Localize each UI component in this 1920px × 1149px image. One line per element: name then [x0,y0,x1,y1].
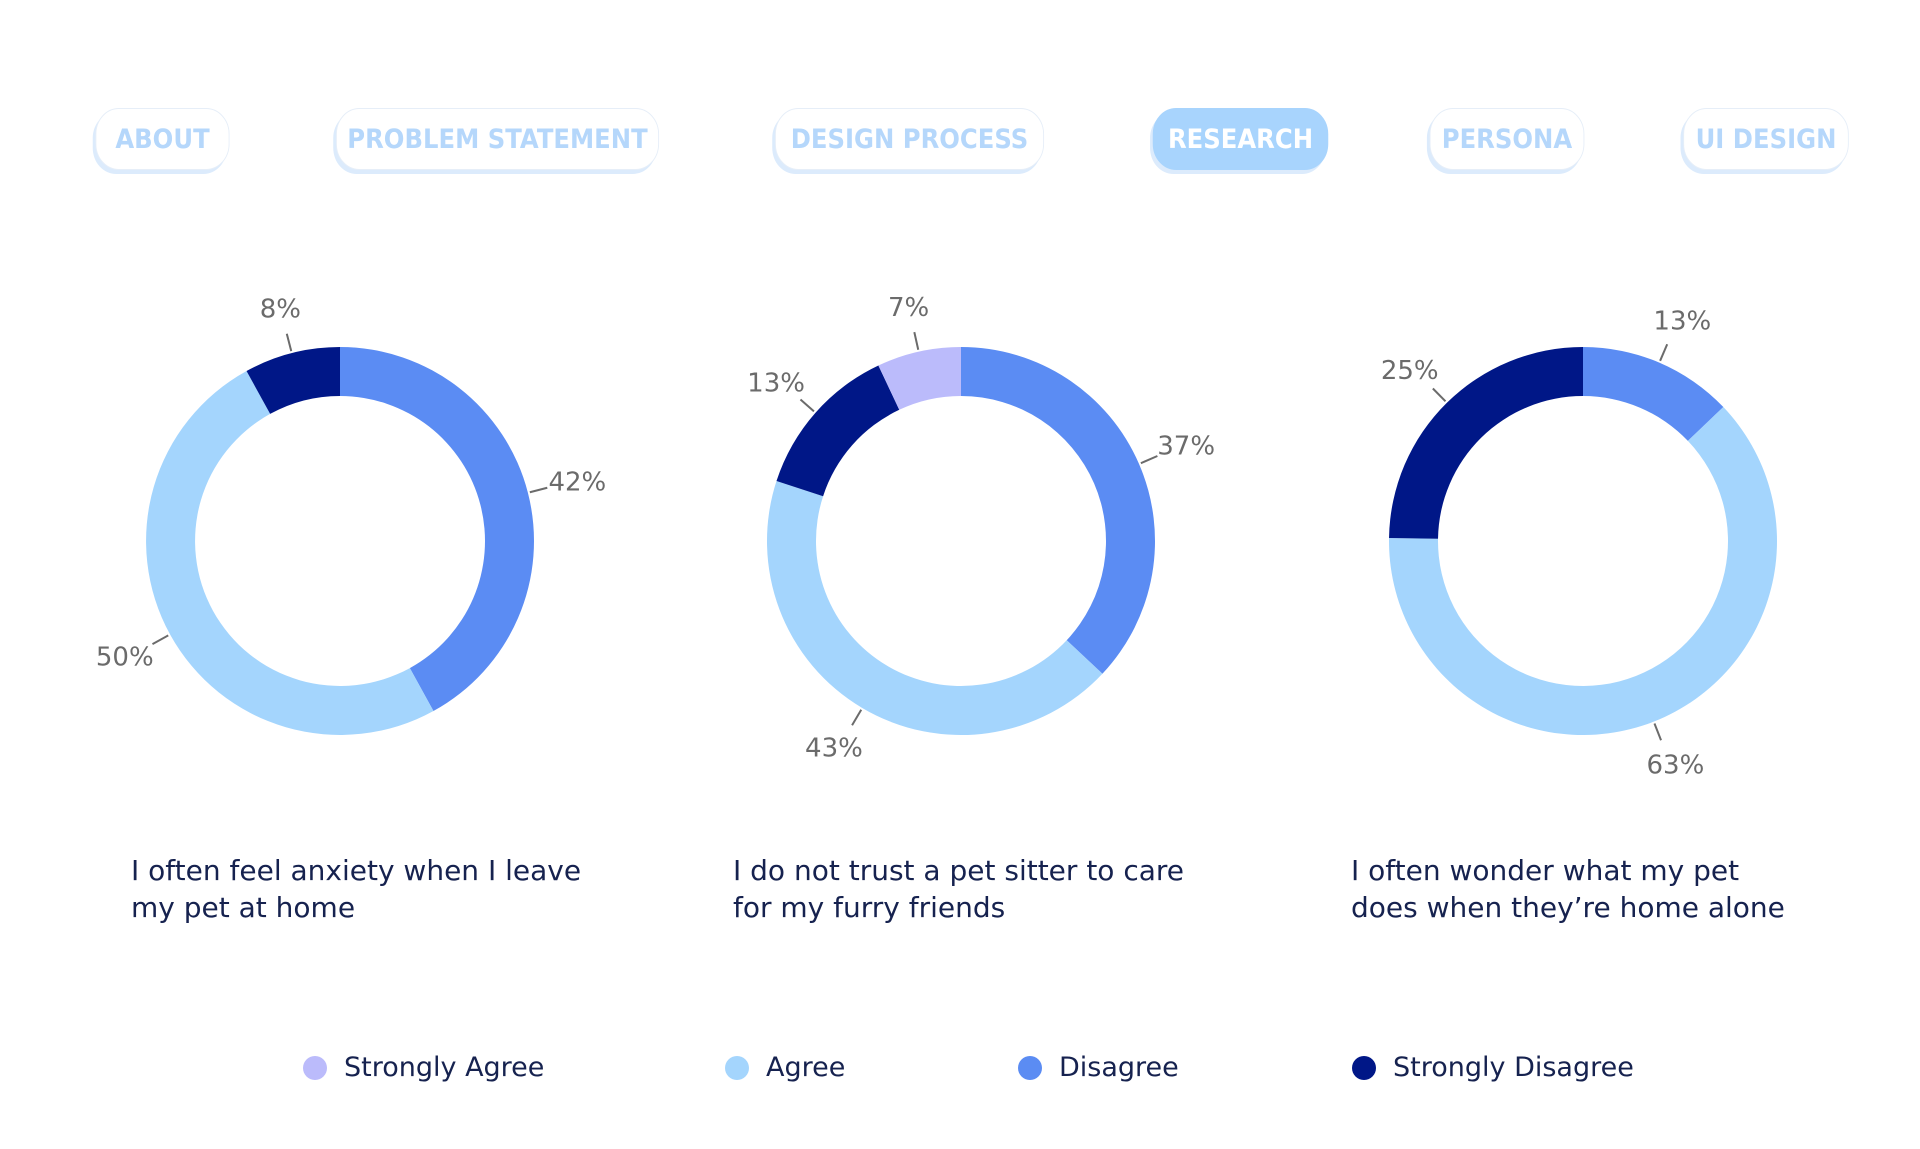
nav-tab-about[interactable]: ABOUT [95,108,230,170]
chart-caption-wonder-home-alone: I often wonder what my pet does when the… [1351,852,1871,926]
legend-item-strongly-agree: Strongly Agree [303,1052,544,1083]
leader-line [151,634,169,645]
percent-label-disagree: 42% [548,467,606,497]
donut-slice-agree [146,370,434,735]
donut-slice-disagree [961,347,1155,674]
legend-dot-icon [303,1055,327,1080]
nav-tab-design-process[interactable]: DESIGN PROCESS [774,108,1045,170]
legend-item-agree: Agree [725,1052,845,1083]
donut-slice-agree [1388,407,1777,735]
percent-label-agree: 43% [805,734,863,764]
percent-label-disagree: 37% [1157,432,1215,462]
leader-line [1140,455,1158,465]
donut-slice-agree [767,481,1103,736]
caption-line: I often wonder what my pet [1351,854,1740,887]
donut-chart-anxiety: 42% 50% 8% [96,295,606,735]
donut-slice-strongly-disagree [1389,347,1583,539]
donut-slice-strongly-disagree [246,347,340,414]
legend-dot-icon [725,1055,749,1080]
leader-line [799,398,815,413]
percent-label-strongly-agree: 7% [888,293,929,323]
legend-label: Strongly Disagree [1393,1052,1634,1083]
nav-tab-problem-statement[interactable]: PROBLEM STATEMENT [335,108,660,170]
leader-line [1659,343,1669,362]
percent-label-strongly-disagree: 13% [747,368,805,398]
legend-label: Agree [766,1052,846,1083]
legend-dot-icon [1018,1055,1042,1080]
percent-label-agree: 50% [96,643,154,673]
caption-line: for my furry friends [733,891,1006,924]
chart-caption-anxiety: I often feel anxiety when I leave my pet… [131,852,651,926]
donut-chart-wonder-home-alone: 13% 63% 25% [1381,306,1777,780]
donut-slice-disagree [1583,347,1724,441]
legend-label: Strongly Agree [344,1052,545,1083]
nav-tab-persona[interactable]: PERSONA [1429,108,1585,170]
percent-label-agree: 63% [1647,750,1705,780]
percent-label-disagree: 13% [1653,306,1711,336]
caption-line: my pet at home [131,891,356,924]
donut-slice-disagree [340,347,534,712]
leader-line [913,331,920,350]
leader-line [529,486,548,494]
leader-line [285,333,293,352]
donut-chart-pet-sitter-trust: 37% 43% 13% 7% [747,293,1215,764]
caption-line: I often feel anxiety when I leave [131,854,582,887]
percent-label-strongly-disagree: 25% [1381,356,1439,386]
caption-line: does when they’re home alone [1351,891,1785,924]
donut-slice-strongly-agree [878,347,961,410]
leader-line [851,709,863,726]
chart-caption-pet-sitter-trust: I do not trust a pet sitter to care for … [733,852,1253,926]
legend-item-strongly-disagree: Strongly Disagree [1352,1052,1634,1083]
leader-line [1432,387,1447,403]
legend-label: Disagree [1059,1052,1179,1083]
legend-item-disagree: Disagree [1018,1052,1179,1083]
leader-line [1653,723,1662,741]
nav-tab-ui-design[interactable]: UI DESIGN [1683,108,1849,170]
legend-dot-icon [1352,1055,1376,1080]
percent-label-strongly-disagree: 8% [260,295,301,325]
caption-line: I do not trust a pet sitter to care [733,854,1185,887]
nav-tab-research[interactable]: RESEARCH [1152,108,1329,170]
donut-slice-strongly-disagree [776,365,900,497]
